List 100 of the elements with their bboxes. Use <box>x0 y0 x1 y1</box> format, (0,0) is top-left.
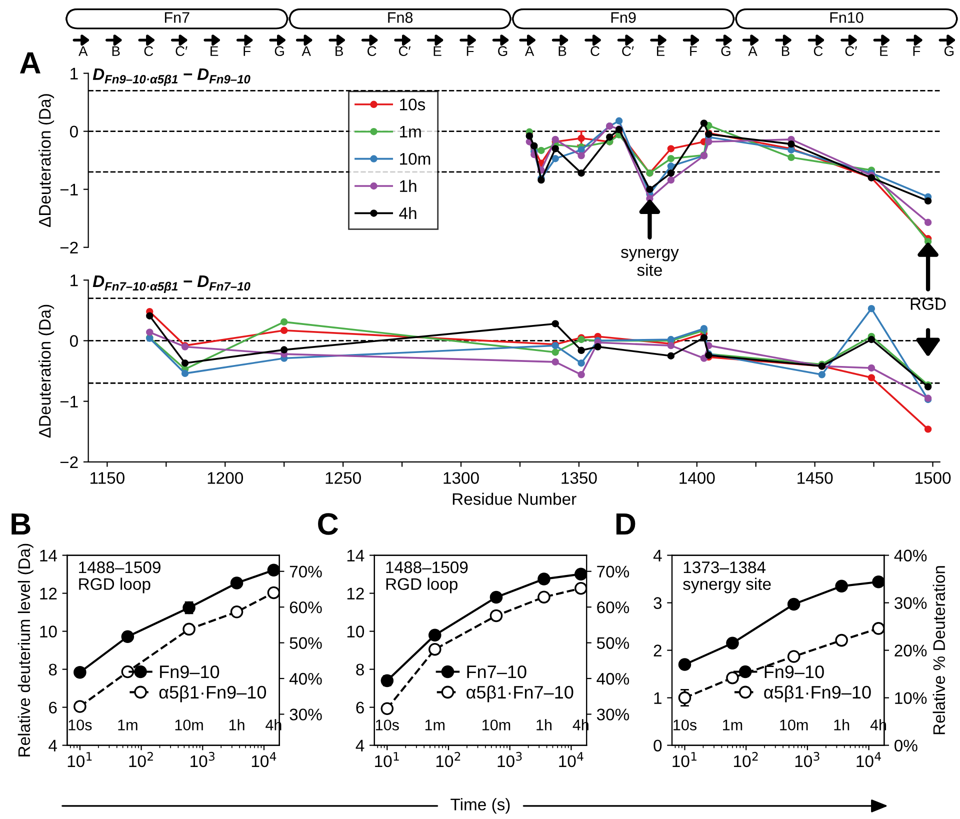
text: F <box>913 46 920 56</box>
y-tick-label: 1 <box>654 692 662 704</box>
legend-label: Fn9–10 <box>764 665 824 678</box>
y-tick-label: −1 <box>60 396 78 408</box>
text: A <box>78 46 88 56</box>
y-tick-label: 0 <box>654 740 662 752</box>
y2-tick-label: 50% <box>596 637 630 649</box>
y-axis-title: ΔDeuteration (Da) <box>38 94 54 227</box>
x-tick-label: 1350 <box>562 472 597 484</box>
y-tick-label: −1 <box>60 184 78 196</box>
x-tick-label: 1300 <box>444 472 479 484</box>
y2-tick-label: 0% <box>894 740 918 752</box>
y-tick-label: 2 <box>654 644 662 656</box>
x-axis-title: Residue Number <box>452 492 576 505</box>
text: F <box>244 46 250 56</box>
y-tick-label: 10 <box>40 626 57 638</box>
legend-label: 10s <box>400 98 426 110</box>
y-tick-label: 3 <box>654 597 662 609</box>
text: A <box>20 52 40 74</box>
legend-label: α5β1·Fn7–10 <box>466 685 574 702</box>
text: C <box>144 46 154 56</box>
annotation: 1488–1509 RGD loop <box>79 561 160 594</box>
y2-tick-label: 10% <box>895 692 927 704</box>
x-tick-label: 10$^{2}$ <box>436 752 460 768</box>
y-tick-label: 1 <box>70 68 78 80</box>
annotation: 10m <box>175 720 203 730</box>
y2-tick-label: 40% <box>596 672 630 685</box>
x-tick-label: 10$^{3}$ <box>190 752 214 768</box>
text: E <box>656 46 665 56</box>
y2-tick-label: 30% <box>596 708 630 720</box>
annotation: 1h <box>229 719 244 730</box>
text: A <box>302 46 311 56</box>
y-tick-label: 4 <box>48 740 57 752</box>
x-axis-title: Time (s) <box>450 798 510 814</box>
text: A <box>524 46 534 56</box>
y-tick-label: 0 <box>70 126 78 138</box>
y2-tick-label: 40% <box>289 672 322 685</box>
y2-tick-label: 60% <box>290 601 322 614</box>
y2-tick-label: 70% <box>597 566 630 578</box>
annotation: 10m <box>780 720 808 730</box>
text: C <box>590 46 600 56</box>
legend-label: α5β1·Fn9–10 <box>764 685 871 702</box>
y2-tick-label: 20% <box>894 644 927 656</box>
x-tick-label: 10$^{1}$ <box>68 752 92 768</box>
text: A <box>748 46 758 56</box>
y-tick-label: 14 <box>40 550 57 562</box>
y-axis-title: Relative deuterium level (Da) <box>18 544 34 756</box>
x-tick-label: 10$^{4}$ <box>252 752 276 768</box>
y-tick-label: 12 <box>40 588 57 600</box>
y-tick-label: 12 <box>347 588 364 600</box>
category-label: Fn9 <box>611 12 636 23</box>
text: B <box>782 46 790 56</box>
text: G <box>274 46 284 56</box>
chart-title: B <box>12 513 30 535</box>
annotation: 1488–1509 RGD loop <box>386 561 468 594</box>
text: C <box>814 46 823 56</box>
x-tick-label: 10$^{2}$ <box>734 752 758 768</box>
y-tick-label: 4 <box>653 550 662 562</box>
y-tick-label: 4 <box>356 740 364 752</box>
text: B <box>558 46 566 56</box>
x-tick-label: 1500 <box>916 472 951 484</box>
y-tick-label: 6 <box>49 702 57 714</box>
text: E <box>434 46 442 56</box>
y2-tick-label: 60% <box>597 601 630 614</box>
annotation: 1m <box>723 720 742 730</box>
annotation: 1m <box>425 720 444 730</box>
annotation: 1h <box>834 719 850 730</box>
y2-tick-label: 30% <box>894 597 927 609</box>
x-tick-label: 10$^{3}$ <box>498 752 522 768</box>
chart-title: C <box>318 513 338 535</box>
legend-label: 10m <box>400 152 430 165</box>
y2-axis-title: Relative % Deuteration <box>932 566 946 734</box>
legend-label: 1m <box>400 126 421 138</box>
y-tick-label: 6 <box>356 702 364 714</box>
y-tick-label: 10 <box>347 626 364 638</box>
legend-label: 1h <box>400 180 416 192</box>
annotation: 10s <box>674 720 697 730</box>
y2-tick-label: 40% <box>894 550 927 562</box>
text: C′ <box>622 46 634 56</box>
text: B <box>112 46 120 56</box>
text: E <box>880 46 888 56</box>
y-tick-label: 8 <box>48 664 57 676</box>
category-label: Fn8 <box>388 12 413 23</box>
category-label: Fn10 <box>830 12 864 23</box>
annotation: synergy site <box>620 248 679 276</box>
chart-title: D <box>616 513 636 535</box>
x-tick-label: 1250 <box>326 472 361 484</box>
text: E <box>210 46 218 56</box>
y-tick-label: −2 <box>60 242 78 254</box>
text: C′ <box>845 46 857 56</box>
annotation: 10m <box>482 720 510 730</box>
x-tick-label: 1450 <box>798 472 833 484</box>
legend-label: Fn7–10 <box>467 665 526 678</box>
annotation: 1m <box>118 720 138 730</box>
legend-label: 4h <box>399 206 416 220</box>
x-tick-label: 10$^{4}$ <box>559 752 584 768</box>
y2-tick-label: 50% <box>290 637 322 649</box>
legend-label: Fn9–10 <box>160 665 220 678</box>
y-tick-label: 14 <box>347 550 364 562</box>
text: C′ <box>398 46 411 56</box>
